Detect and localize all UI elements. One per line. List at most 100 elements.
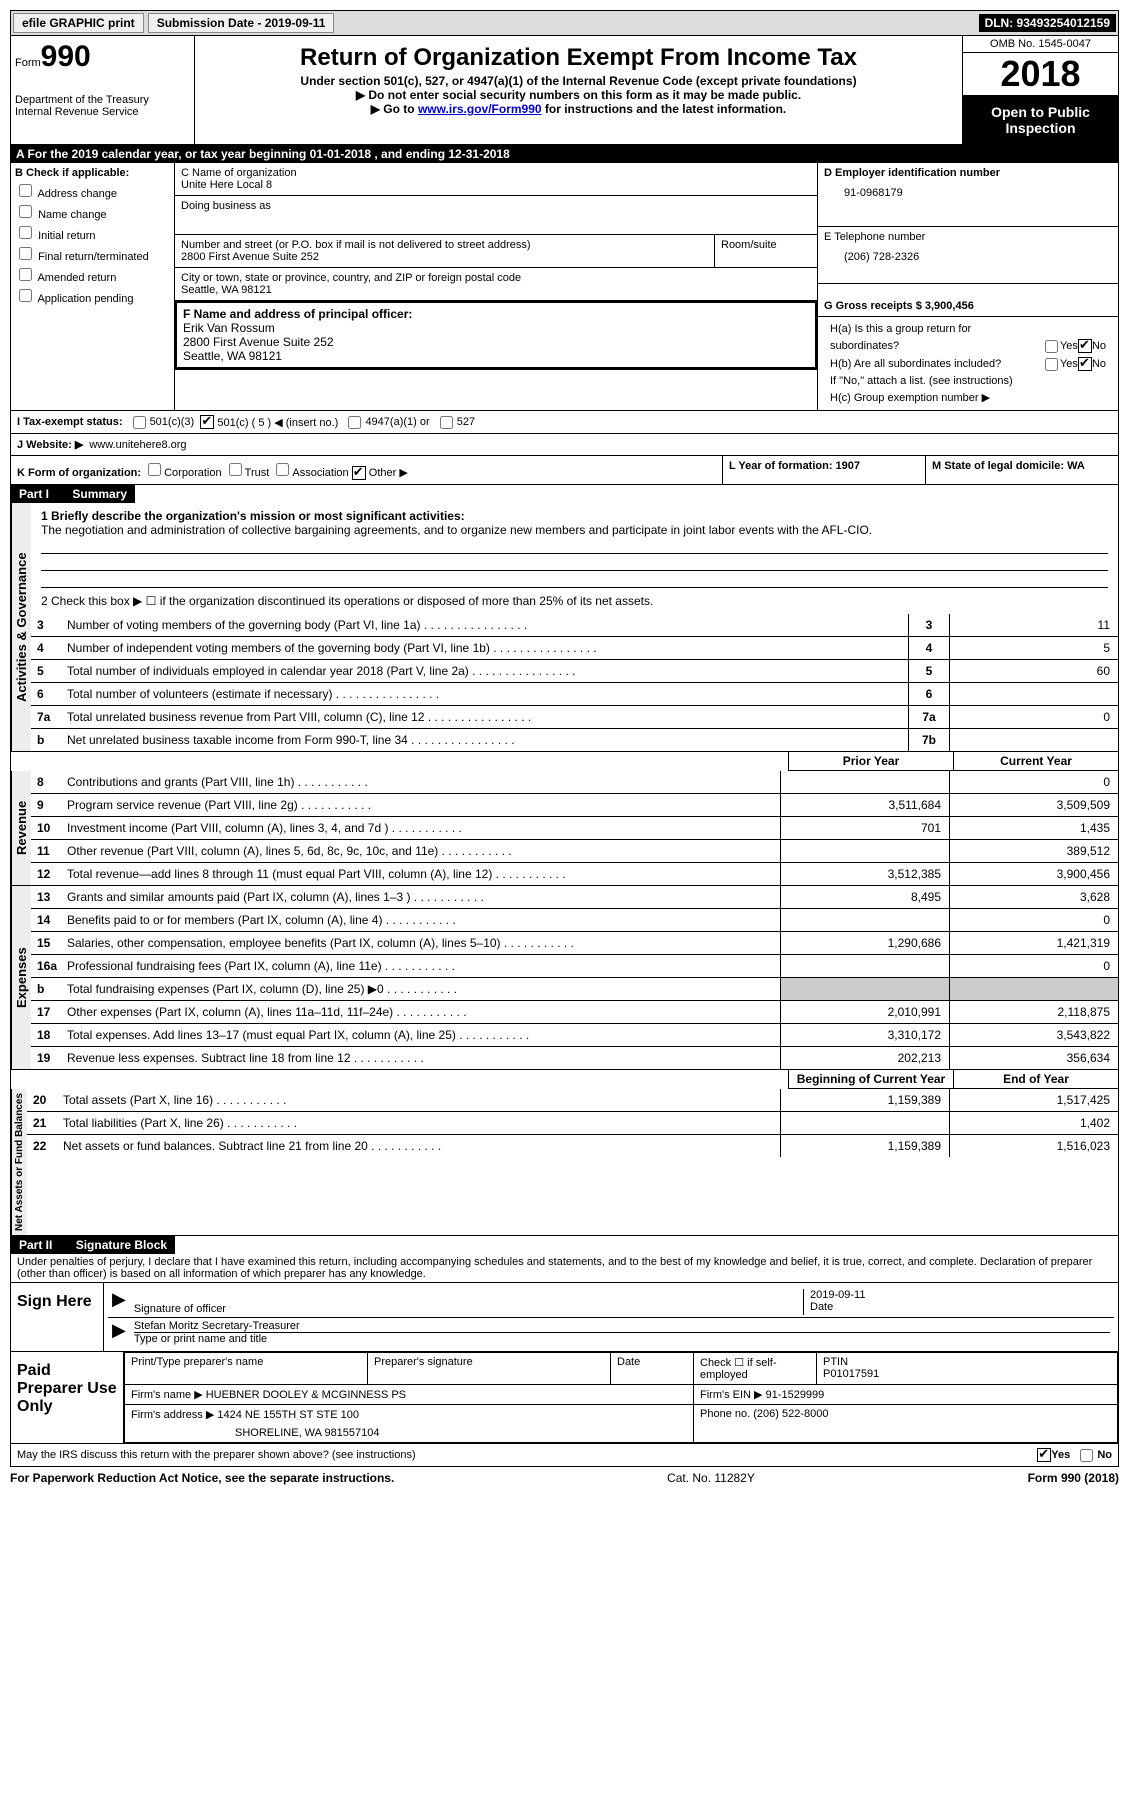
summary-line: 15 Salaries, other compensation, employe… [31, 931, 1118, 954]
part1-name: Summary [72, 487, 127, 501]
preparer-table: Print/Type preparer's name Preparer's si… [124, 1352, 1118, 1443]
h-section: H(a) Is this a group return for subordin… [818, 317, 1118, 410]
current-val: 3,543,822 [950, 1024, 1118, 1046]
ha-row2: subordinates? Yes No [824, 337, 1112, 355]
i-501c3[interactable] [133, 416, 146, 429]
type-label: Type or print name and title [134, 1333, 1110, 1345]
ha-label2: subordinates? [830, 340, 1043, 352]
current-val: 0 [950, 955, 1118, 977]
officer-street: 2800 First Avenue Suite 252 [183, 335, 809, 349]
dba-label: Doing business as [181, 200, 811, 212]
city-cell: City or town, state or province, country… [175, 268, 817, 301]
cb-initial[interactable]: Initial return [15, 223, 170, 242]
year-box: OMB No. 1545-0047 2018 Open to Public In… [962, 36, 1118, 144]
line-num: 12 [31, 867, 67, 881]
cb-final[interactable]: Final return/terminated [15, 244, 170, 263]
efile-btn[interactable]: efile GRAPHIC print [13, 13, 144, 33]
line1-label: 1 Briefly describe the organization's mi… [41, 509, 465, 523]
sub3-post: for instructions and the latest informat… [542, 102, 787, 116]
k-assoc[interactable] [276, 463, 289, 476]
line-num: 15 [31, 936, 67, 950]
cb-name[interactable]: Name change [15, 202, 170, 221]
i-527[interactable] [440, 416, 453, 429]
summary-line: 11 Other revenue (Part VIII, column (A),… [31, 839, 1118, 862]
prior-val: 1,290,686 [780, 932, 950, 954]
line-desc: Professional fundraising fees (Part IX, … [67, 959, 780, 973]
i-4947[interactable] [348, 416, 361, 429]
i-501c-checked [200, 415, 214, 429]
omb: OMB No. 1545-0047 [963, 36, 1118, 53]
prior-val [780, 955, 950, 977]
firm-name: HUEBNER DOOLEY & MCGINNESS PS [206, 1389, 406, 1401]
line-desc: Other expenses (Part IX, column (A), lin… [67, 1005, 780, 1019]
discuss-yes-checked [1037, 1448, 1051, 1462]
date-label: Date [810, 1301, 1110, 1313]
sign-here-block: Sign Here ▶ Signature of officer 2019-09… [10, 1283, 1119, 1352]
hb-yes[interactable] [1045, 358, 1058, 371]
line-desc: Grants and similar amounts paid (Part IX… [67, 890, 780, 904]
i-opt-b: 501(c) ( 5 ) ◀ (insert no.) [217, 416, 338, 429]
part2-name: Signature Block [76, 1238, 167, 1252]
summary-line: 6 Total number of volunteers (estimate i… [31, 682, 1118, 705]
k-corp[interactable] [148, 463, 161, 476]
line-desc: Number of independent voting members of … [67, 641, 908, 655]
form-header: Form990 Department of the Treasury Inter… [10, 36, 1119, 145]
discuss-no[interactable] [1080, 1449, 1093, 1462]
form-number-box: Form990 Department of the Treasury Inter… [11, 36, 195, 144]
part1: Part I Summary Activities & Governance 1… [10, 485, 1119, 1236]
current-val: 3,628 [950, 886, 1118, 908]
summary-line: 13 Grants and similar amounts paid (Part… [31, 886, 1118, 908]
current-val: 3,509,509 [950, 794, 1118, 816]
line-box: 4 [908, 637, 950, 659]
line-val: 11 [950, 614, 1118, 636]
k-d: Other ▶ [369, 467, 408, 479]
current-val [950, 978, 1118, 1000]
firm-phone-cell: Phone no. (206) 522-8000 [694, 1405, 1118, 1443]
officer-name: Erik Van Rossum [183, 321, 809, 335]
end-year-header: End of Year [953, 1069, 1118, 1089]
line-box: 5 [908, 660, 950, 682]
expenses-section: 13 Grants and similar amounts paid (Part… [31, 886, 1118, 1069]
prior-val: 202,213 [780, 1047, 950, 1069]
summary-line: 8 Contributions and grants (Part VIII, l… [31, 771, 1118, 793]
current-val: 356,634 [950, 1047, 1118, 1069]
j-label: J Website: ▶ [17, 438, 83, 451]
line-val: 60 [950, 660, 1118, 682]
firm-ein-label: Firm's EIN ▶ [700, 1389, 766, 1401]
line-num: b [31, 733, 67, 747]
submission-btn[interactable]: Submission Date - 2019-09-11 [148, 13, 335, 33]
ha-yes[interactable] [1045, 340, 1058, 353]
line-desc: Program service revenue (Part VIII, line… [67, 798, 780, 812]
summary-line: 17 Other expenses (Part IX, column (A), … [31, 1000, 1118, 1023]
part2: Part II Signature Block Under penalties … [10, 1236, 1119, 1283]
summary-line: 21 Total liabilities (Part X, line 26) .… [27, 1111, 1118, 1134]
prior-val: 1,159,389 [780, 1135, 950, 1157]
cb-pending-label: Application pending [37, 293, 133, 305]
line-num: 17 [31, 1005, 67, 1019]
summary-line: 10 Investment income (Part VIII, column … [31, 816, 1118, 839]
firm-addr-cell: Firm's address ▶ 1424 NE 155TH ST STE 10… [125, 1405, 694, 1425]
cb-amended[interactable]: Amended return [15, 265, 170, 284]
part1-title: Part I [19, 487, 69, 501]
current-val: 3,900,456 [950, 863, 1118, 885]
cb-pending[interactable]: Application pending [15, 286, 170, 305]
ptin-cell: PTINP01017591 [817, 1353, 1118, 1385]
summary-line: b Net unrelated business taxable income … [31, 728, 1118, 751]
footer-mid: Cat. No. 11282Y [394, 1471, 1027, 1485]
line-num: b [31, 982, 67, 996]
cb-address[interactable]: Address change [15, 181, 170, 200]
instructions-link[interactable]: www.irs.gov/Form990 [418, 102, 542, 116]
sign-here: Sign Here [11, 1283, 104, 1351]
org-name: Unite Here Local 8 [181, 179, 811, 191]
k-trust[interactable] [229, 463, 242, 476]
current-year-header: Current Year [953, 751, 1118, 771]
k-cell: K Form of organization: Corporation Trus… [11, 456, 723, 484]
ha-row: H(a) Is this a group return for [824, 321, 1112, 337]
prior-val: 8,495 [780, 886, 950, 908]
hb-row: H(b) Are all subordinates included? Yes … [824, 355, 1112, 373]
prior-val [780, 1112, 950, 1134]
line-desc: Net unrelated business taxable income fr… [67, 733, 908, 747]
footer: For Paperwork Reduction Act Notice, see … [10, 1467, 1119, 1489]
line-num: 5 [31, 664, 67, 678]
ein: 91-0968179 [824, 179, 1112, 207]
